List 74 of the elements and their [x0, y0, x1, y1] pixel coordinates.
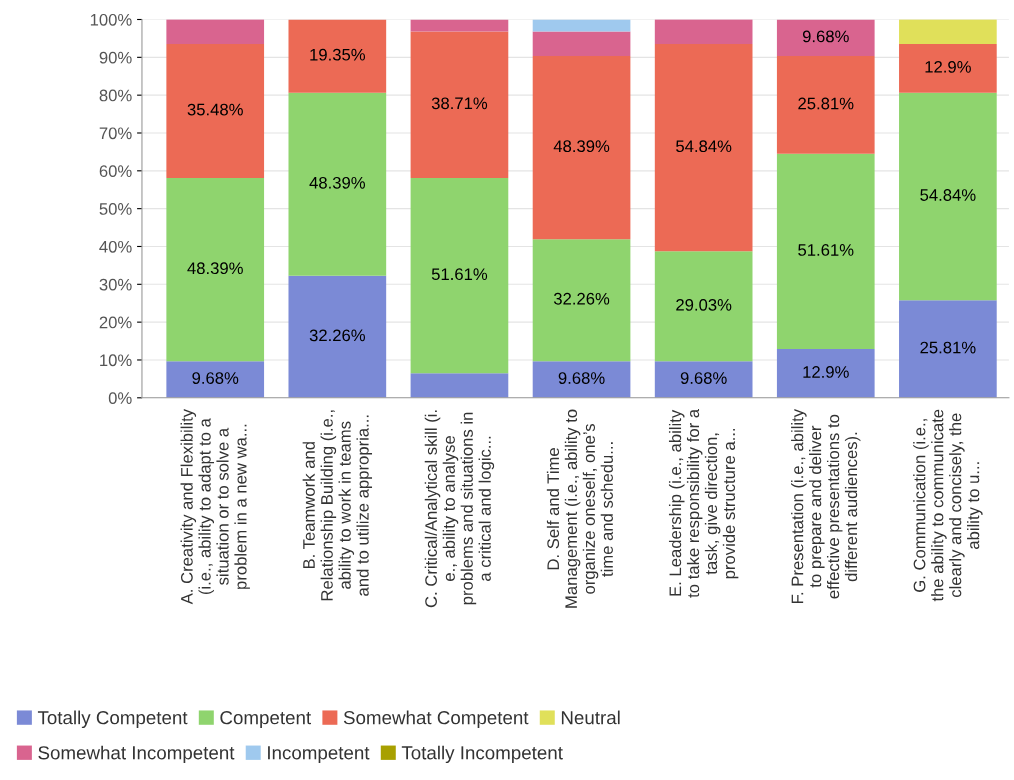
- legend-label: Incompetent: [268, 746, 370, 764]
- x-tick-label: B. Teamwork and Relationship Building (i.e., ability to work in teams and to utilize appropria...: [302, 410, 373, 601]
- bar: [532, 361, 631, 398]
- data-label: 38.71%: [431, 97, 488, 110]
- y-tick-label: 0%: [108, 392, 132, 404]
- x-tick-label: A. Creativity and Flexibility (i.e., ability to adapt to a situation or to solve a problem in a new wa...: [180, 408, 250, 605]
- data-label: 29.03%: [676, 298, 732, 311]
- bar: [899, 92, 997, 301]
- bar: [288, 275, 387, 398]
- bar: [776, 349, 875, 398]
- data-label: 48.39%: [187, 262, 243, 275]
- bar: [288, 92, 387, 276]
- bar: [776, 56, 875, 154]
- legend-label: Somewhat Competent: [343, 710, 529, 729]
- bar: [410, 19, 509, 32]
- bar: [899, 43, 997, 93]
- data-label: 9.68%: [558, 372, 605, 384]
- bar: [654, 361, 753, 398]
- data-label: 51.61%: [798, 244, 854, 256]
- x-tick-label: E. Leadership (i.e., ability to take responsibility for a task, give direction, provide structure a...: [668, 408, 739, 598]
- bar: [288, 19, 387, 93]
- y-tick-label: 80%: [99, 89, 132, 102]
- legend-label: Somewhat Incompetent: [38, 745, 235, 764]
- y-tick-label: 30%: [99, 278, 132, 291]
- y-tick-label: 40%: [99, 240, 132, 253]
- data-label: 32.26%: [553, 292, 610, 305]
- legend-label: Totally Incompetent: [401, 745, 563, 764]
- data-label: 48.39%: [309, 176, 366, 189]
- data-label: 51.61%: [431, 268, 488, 281]
- bar: [532, 56, 631, 240]
- y-tick-label: 60%: [99, 165, 132, 178]
- bar: [166, 19, 265, 44]
- bar: [654, 19, 753, 44]
- data-label: 9.68%: [802, 30, 849, 43]
- data-label: 32.26%: [309, 329, 366, 342]
- bar: [654, 251, 753, 362]
- data-label: 12.9%: [925, 60, 971, 73]
- legend-label: Neutral: [561, 710, 620, 725]
- data-label: 9.68%: [680, 372, 727, 384]
- y-tick-label: 100%: [90, 13, 132, 26]
- y-tick-label: 50%: [99, 203, 132, 215]
- bar: [532, 31, 631, 57]
- bar: [410, 177, 509, 374]
- data-label: 54.84%: [920, 189, 976, 201]
- bar: [899, 300, 997, 398]
- bar: [654, 43, 753, 252]
- x-tick-label: C. Critical/Analytical skill (i. e., ability to analyse problems and situations in a critical and logic...: [424, 410, 495, 608]
- data-label: 25.81%: [920, 341, 976, 354]
- data-label: 35.48%: [187, 103, 243, 116]
- bar: [166, 361, 265, 398]
- x-tick-label: D. Self and Time Management (i.e., ability to organize oneself, one’s time and schedu...: [546, 409, 613, 608]
- data-label: 25.81%: [798, 97, 854, 110]
- bar: [166, 178, 265, 362]
- legend-label: Competent: [220, 711, 312, 729]
- y-tick-label: 10%: [100, 354, 132, 367]
- bar: [532, 19, 631, 32]
- data-label: 9.68%: [192, 372, 239, 384]
- x-tick-label: F. Presentation (i.e., ability to prepare and deliver effective presentations to different audiences).: [791, 408, 861, 603]
- data-label: 48.39%: [553, 140, 610, 153]
- bar: [532, 239, 631, 362]
- data-label: 19.35%: [310, 48, 366, 61]
- y-tick-label: 20%: [99, 316, 132, 329]
- y-tick-label: 90%: [99, 51, 132, 64]
- bar: [166, 43, 265, 179]
- data-label: 12.9%: [803, 366, 849, 378]
- bar: [776, 19, 875, 57]
- bar: [776, 153, 875, 349]
- y-tick-label: 70%: [99, 127, 132, 140]
- legend-label: Totally Competent: [37, 710, 188, 729]
- bar: [410, 373, 509, 398]
- bar: [410, 31, 509, 178]
- data-label: 54.84%: [676, 140, 732, 153]
- x-tick-label: G. Communication (i.e., the ability to communicate clearly and concisely, the ability to u...: [913, 409, 983, 602]
- bar: [899, 19, 997, 44]
